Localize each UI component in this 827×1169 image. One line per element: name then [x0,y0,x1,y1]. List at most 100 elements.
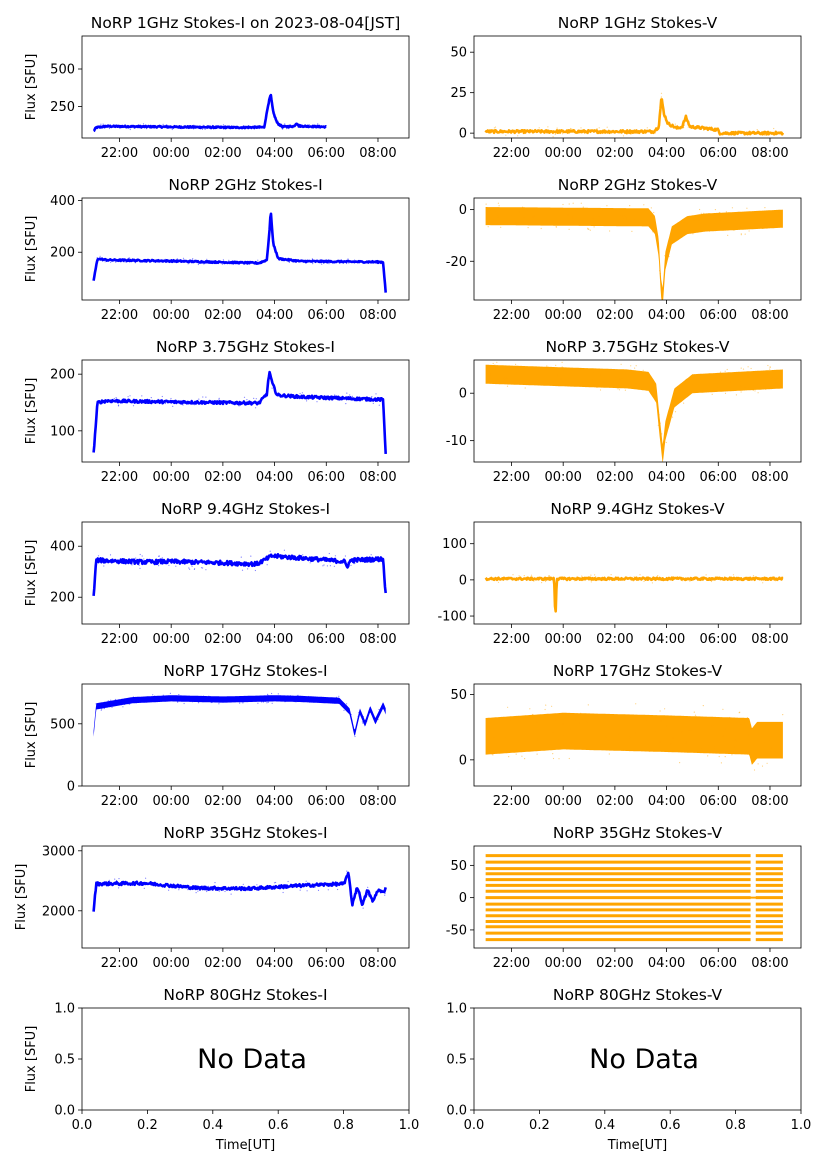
scatter-point [659,741,661,743]
scatter-point [122,706,124,708]
scatter-point [370,554,372,556]
scatter-point [375,720,378,722]
scatter-point [162,694,164,696]
scatter-point [775,378,777,380]
scatter-point [688,579,690,581]
scatter-point [111,706,113,709]
scatter-point [487,726,489,728]
scatter-point [134,261,136,263]
scatter-point [129,395,131,397]
scatter-point [554,748,556,751]
scatter-point [548,575,550,577]
y-tick-label: -20 [446,255,467,270]
scatter-point [686,223,688,225]
scatter-point [686,741,688,744]
scatter-point [719,133,721,135]
scatter-point [357,715,359,718]
scatter-point [567,214,569,216]
scatter-point [289,699,291,701]
scatter-point [764,134,766,136]
scatter-point [773,127,775,130]
x-tick-label: 08:00 [359,956,396,971]
scatter-point [764,741,766,743]
scatter-point [643,580,645,583]
scatter-point [533,577,535,579]
axes-frame [473,845,802,949]
scatter-point [556,127,558,129]
scatter-point [698,216,700,218]
scatter-point [189,700,191,702]
scatter-point [504,737,506,739]
scatter-point [141,395,143,397]
y-tick-label: 200 [50,246,75,261]
scatter-point [650,376,652,378]
scatter-point [698,219,700,221]
scatter-point [727,234,729,236]
scatter-point [306,400,308,402]
scatter-point [699,208,701,211]
scatter-point [197,702,200,704]
scatter-point [763,386,765,388]
scatter-point [287,700,289,702]
data-layer [93,692,386,738]
axes-frame [81,35,410,139]
scatter-point [98,706,100,708]
scatter-point [740,367,742,369]
scatter-point [635,365,637,367]
scatter-point [529,708,531,710]
scatter-point [291,394,293,396]
scatter-point [218,398,220,400]
x-tick-label: 00:00 [544,794,581,809]
scatter-point [146,701,148,703]
scatter-point [104,258,106,260]
scatter-point [127,396,129,398]
y-tick-label: 100 [50,424,75,439]
chart-panel: 50 0 -50 22:00 00:00 02:00 04:00 06:00 08:00 NoRP… [446,824,802,971]
scatter-point [182,404,184,406]
scatter-point [265,700,267,703]
scatter-point [165,125,168,127]
scatter-point [136,701,138,703]
scatter-point [753,769,756,771]
scatter-point [135,557,137,559]
scatter-point [654,730,656,732]
scatter-point [665,725,667,727]
scatter-point [503,577,505,579]
scatter-point [333,565,335,567]
scatter-point [217,403,219,405]
x-tick-label: 00:00 [152,632,189,647]
scatter-point [765,388,767,390]
scatter-point [511,369,513,371]
scatter-point [692,577,694,580]
scatter-point [546,219,548,221]
scatter-point [185,695,188,697]
scatter-point [229,262,231,265]
scatter-point [362,907,364,909]
scatter-point [725,211,728,213]
scatter-point [139,699,142,701]
scatter-point [743,722,745,724]
scatter-point [729,716,731,719]
scatter-point [575,576,578,578]
scatter-point [384,894,386,896]
scatter-point [176,258,178,260]
data-layer [484,92,785,138]
x-tick-label: 06:00 [308,470,345,485]
scatter-point [646,127,648,129]
scatter-point [222,124,225,126]
scatter-point [726,368,728,371]
x-tick-label: 22:00 [101,146,138,161]
scatter-point [650,130,652,132]
scatter-point [96,706,98,708]
scatter-point [760,219,762,221]
scatter-point [539,716,541,718]
scatter-point [375,259,377,262]
scatter-point [311,258,313,260]
scatter-point [124,700,126,702]
scatter-point [115,703,117,705]
scatter-point [761,765,764,767]
scatter-point [201,885,203,887]
scatter-point [370,711,372,713]
data-layer [485,854,783,942]
scatter-point [746,717,749,719]
